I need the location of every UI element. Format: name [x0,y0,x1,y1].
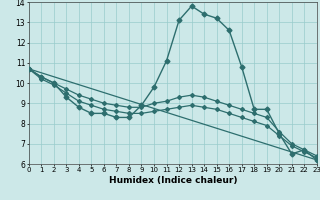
X-axis label: Humidex (Indice chaleur): Humidex (Indice chaleur) [108,176,237,185]
